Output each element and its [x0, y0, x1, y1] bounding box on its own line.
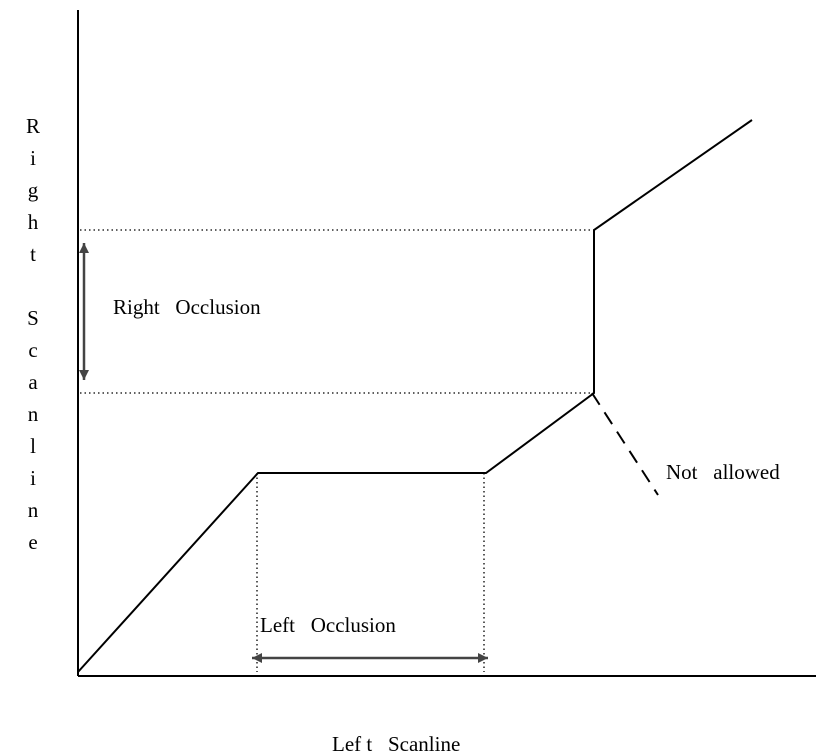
y-axis-label-letter: S — [27, 306, 39, 330]
left-occlusion-label: Left Occlusion — [260, 613, 396, 637]
y-axis-label-letter: h — [27, 210, 39, 234]
y-axis-label-letter: e — [28, 530, 38, 554]
y-axis-label-letter: i — [30, 146, 36, 170]
x-axis-label: Lef t Scanline — [332, 732, 461, 756]
y-axis-label-letter: g — [27, 178, 39, 202]
not-allowed-label: Not allowed — [666, 460, 780, 484]
disparity-path — [77, 119, 753, 673]
right-occlusion-label: Right Occlusion — [113, 295, 261, 319]
y-axis-label-gap — [23, 270, 43, 302]
y-axis-label-letter: n — [27, 402, 39, 426]
y-axis-label-letter: i — [30, 466, 36, 490]
y-axis-label-letter: n — [27, 498, 39, 522]
y-axis-label-letter: t — [30, 242, 36, 266]
y-axis-label-letter: R — [25, 114, 40, 138]
y-axis-label-letter: c — [28, 338, 38, 362]
not-allowed-dashed-path — [591, 392, 659, 496]
y-axis-label-letter: a — [28, 370, 38, 394]
y-axis-label-letter: l — [30, 434, 36, 458]
